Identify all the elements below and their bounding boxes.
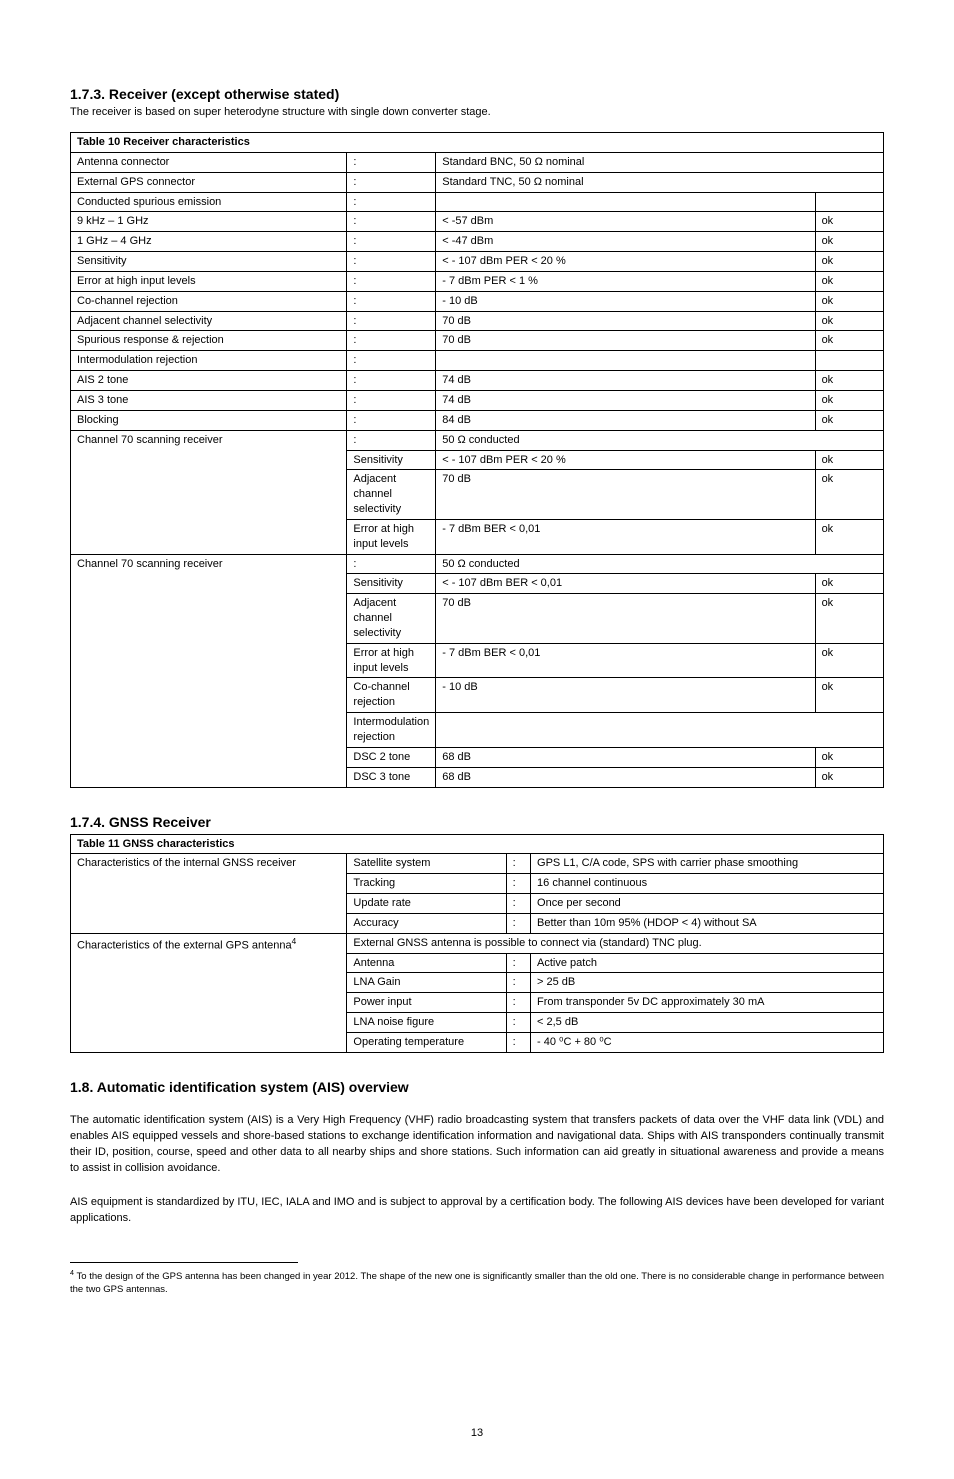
section-heading-ais: 1.8. Automatic identification system (AI… bbox=[70, 1079, 884, 1095]
table-row: Adjacent channel selectivity:70 dBok bbox=[71, 311, 884, 331]
footnote-text: 4 To the design of the GPS antenna has b… bbox=[70, 1269, 884, 1297]
table-row: Error at high input levels:- 7 dBm PER <… bbox=[71, 271, 884, 291]
table-row: Characteristics of the internal GNSS rec… bbox=[71, 854, 884, 874]
table-row: Channel 70 scanning receiver:50 Ω conduc… bbox=[71, 554, 884, 574]
table-row: AIS 3 tone:74 dBok bbox=[71, 390, 884, 410]
ais-paragraph-2: AIS equipment is standardized by ITU, IE… bbox=[70, 1195, 884, 1227]
table-row: External GPS connector:Standard TNC, 50 … bbox=[71, 172, 884, 192]
table-row: Antenna connector:Standard BNC, 50 Ω nom… bbox=[71, 152, 884, 172]
footnote-separator bbox=[70, 1262, 298, 1263]
receiver-table: Table 10 Receiver characteristics Antenn… bbox=[70, 132, 884, 788]
table-row: Intermodulation rejection: bbox=[71, 351, 884, 371]
table-row: AIS 2 tone:74 dBok bbox=[71, 371, 884, 391]
ais-paragraph-1: The automatic identification system (AIS… bbox=[70, 1113, 884, 1177]
table-row: 1 GHz – 4 GHz:< -47 dBmok bbox=[71, 232, 884, 252]
section-heading-gnss: 1.7.4. GNSS Receiver bbox=[70, 814, 884, 830]
receiver-intro: The receiver is based on super heterodyn… bbox=[70, 106, 884, 118]
gnss-table: Table 11 GNSS characteristics Characteri… bbox=[70, 834, 884, 1053]
page-number: 13 bbox=[70, 1427, 884, 1439]
table-row: Channel 70 scanning receiver:50 Ω conduc… bbox=[71, 430, 884, 450]
table-row: Blocking:84 dBok bbox=[71, 410, 884, 430]
section-heading-receiver: 1.7.3. Receiver (except otherwise stated… bbox=[70, 86, 884, 102]
table-row: Conducted spurious emission: bbox=[71, 192, 884, 212]
table-row: 9 kHz – 1 GHz:< -57 dBmok bbox=[71, 212, 884, 232]
table-row: Spurious response & rejection:70 dBok bbox=[71, 331, 884, 351]
table2-title: Table 11 GNSS characteristics bbox=[71, 834, 884, 854]
table-row: Sensitivity:< - 107 dBm PER < 20 %ok bbox=[71, 252, 884, 272]
table1-title: Table 10 Receiver characteristics bbox=[71, 133, 884, 153]
table-row: Co-channel rejection:- 10 dBok bbox=[71, 291, 884, 311]
table-row: Characteristics of the external GPS ante… bbox=[71, 933, 884, 953]
